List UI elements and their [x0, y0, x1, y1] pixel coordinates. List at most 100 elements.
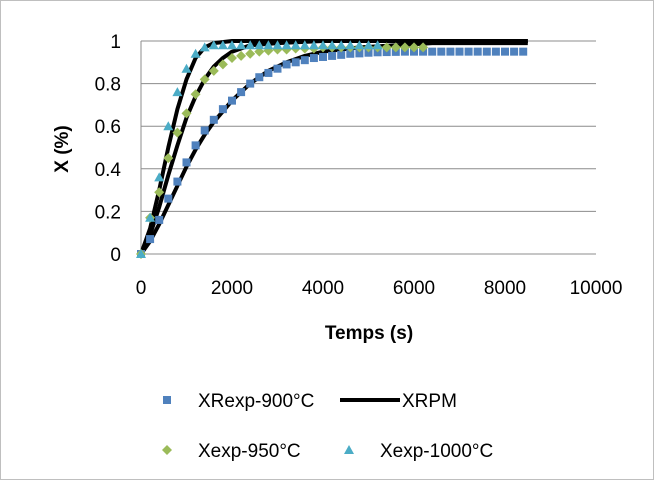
point-xexp-1000-c	[154, 172, 165, 182]
point-xexp-1000-c	[263, 40, 274, 50]
point-xrexp-900-c	[191, 141, 200, 150]
legend: XRexp-900°C XRPM Xexp-950°C Xexp-1000°C	[162, 391, 493, 462]
point-xrexp-900-c	[355, 49, 364, 58]
point-xrexp-900-c	[164, 194, 173, 203]
point-xexp-1000-c	[236, 40, 247, 50]
point-xrexp-900-c	[428, 47, 437, 56]
x-axis-title: Temps (s)	[325, 323, 413, 344]
point-xrexp-900-c	[300, 56, 309, 65]
point-xexp-950-c	[399, 42, 410, 53]
point-xexp-1000-c	[172, 87, 183, 97]
point-xexp-1000-c	[290, 40, 301, 50]
point-xrexp-900-c	[337, 50, 346, 59]
y-tick-label: 0.8	[95, 75, 121, 96]
legend-item-xexp-950-c: Xexp-950°C	[162, 441, 301, 462]
point-xrexp-900-c	[291, 58, 300, 67]
point-xrexp-900-c	[491, 47, 500, 56]
y-tick-label: 0.4	[95, 160, 122, 181]
x-tick-label: 0	[136, 278, 147, 299]
point-xexp-1000-c	[136, 249, 146, 258]
x-tick-label: 2000	[211, 278, 253, 299]
point-xrexp-900-c	[255, 73, 264, 82]
point-xexp-950-c	[190, 89, 201, 100]
y-tick-label: 0	[110, 245, 121, 266]
point-xexp-1000-c	[190, 48, 201, 58]
point-xrexp-900-c	[473, 47, 482, 56]
series-xrpm-line	[139, 39, 528, 255]
point-xexp-1000-c	[308, 40, 319, 50]
point-xrexp-900-c	[200, 126, 209, 135]
point-xrexp-900-c	[228, 96, 236, 105]
y-axis-title: X (%)	[52, 125, 73, 173]
point-xrexp-900-c	[482, 47, 491, 56]
point-xrexp-900-c	[218, 105, 227, 114]
point-xrexp-900-c	[464, 47, 473, 56]
point-xexp-1000-c	[245, 40, 256, 50]
legend-item-xrexp-900-c: XRexp-900°C	[163, 391, 314, 412]
point-xexp-1000-c	[345, 40, 356, 50]
point-xrexp-900-c	[146, 235, 155, 244]
legend-label: Xexp-1000°C	[380, 441, 493, 462]
point-xrexp-900-c	[510, 47, 519, 56]
point-xrexp-900-c	[346, 49, 355, 58]
point-xrexp-900-c	[328, 51, 337, 60]
point-xexp-950-c	[245, 48, 256, 59]
point-xexp-1000-c	[318, 40, 328, 50]
point-xrexp-900-c	[519, 47, 528, 56]
point-xrexp-900-c	[446, 47, 455, 56]
point-xrexp-900-c	[209, 115, 218, 124]
point-xexp-1000-c	[327, 40, 338, 50]
legend-item-xrpm: XRPM	[340, 391, 457, 412]
point-xexp-1000-c	[372, 40, 383, 50]
point-xrexp-900-c	[237, 88, 246, 97]
point-xrexp-900-c	[246, 79, 255, 88]
x-tick-label: 4000	[302, 278, 344, 299]
point-xexp-950-c	[236, 50, 247, 61]
point-xexp-1000-c	[272, 40, 283, 50]
point-xexp-950-c	[208, 65, 219, 76]
x-tick-label: 8000	[484, 278, 526, 299]
point-xexp-950-c	[381, 42, 392, 53]
legend-swatch-marker	[163, 396, 171, 404]
legend-swatch-marker	[162, 445, 172, 455]
legend-item-xexp-1000-c: Xexp-1000°C	[344, 441, 493, 462]
point-xexp-1000-c	[254, 40, 265, 50]
point-xrexp-900-c	[282, 60, 291, 69]
legend-swatch-marker	[344, 445, 354, 454]
point-xexp-1000-c	[145, 212, 156, 222]
point-xrexp-900-c	[501, 47, 509, 56]
point-xexp-1000-c	[217, 40, 228, 50]
point-xrexp-900-c	[309, 54, 318, 63]
point-xrexp-900-c	[455, 47, 464, 56]
y-tick-label: 1	[110, 32, 121, 53]
point-xexp-1000-c	[299, 40, 310, 50]
point-xexp-1000-c	[354, 40, 365, 50]
point-xrexp-900-c	[182, 158, 191, 167]
point-xexp-1000-c	[199, 42, 210, 52]
y-tick-label: 0.2	[95, 202, 121, 223]
legend-label: XRexp-900°C	[198, 391, 314, 412]
point-xexp-950-c	[172, 127, 183, 138]
point-xexp-950-c	[163, 153, 174, 164]
plot-area	[136, 39, 528, 259]
y-tick-label: 0.6	[95, 117, 121, 138]
point-xexp-950-c	[390, 42, 401, 53]
x-tick-label: 6000	[393, 278, 435, 299]
point-xexp-1000-c	[163, 121, 174, 131]
x-tick-label: 10000	[570, 278, 623, 299]
point-xrexp-900-c	[437, 47, 446, 56]
point-xexp-950-c	[181, 108, 192, 119]
point-xexp-1000-c	[336, 40, 347, 50]
point-xexp-950-c	[217, 59, 228, 70]
point-xexp-950-c	[418, 42, 429, 53]
point-xrexp-900-c	[173, 177, 182, 186]
point-xexp-1000-c	[227, 40, 237, 50]
point-xexp-1000-c	[181, 63, 192, 73]
point-xexp-1000-c	[208, 40, 219, 50]
point-xexp-1000-c	[363, 40, 374, 50]
point-xexp-950-c	[154, 187, 165, 198]
point-xrexp-900-c	[273, 64, 282, 73]
point-xexp-950-c	[199, 74, 210, 85]
